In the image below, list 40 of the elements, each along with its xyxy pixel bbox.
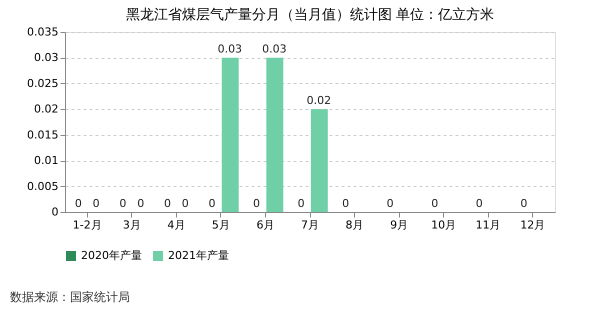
data-label: 0 xyxy=(208,197,216,210)
data-label: 0 xyxy=(298,197,305,210)
y-tick-label: 0.03 xyxy=(34,51,58,64)
data-label: 0 xyxy=(164,197,171,210)
data-label: 0.03 xyxy=(218,42,242,56)
data-label: 0 xyxy=(342,197,350,210)
x-tick-label: 1-2月 xyxy=(72,218,102,232)
y-tick-label: 0.01 xyxy=(34,154,58,168)
x-tick-label: 7月 xyxy=(301,218,319,232)
data-label: 0 xyxy=(386,197,394,210)
y-tick-label: 0.035 xyxy=(27,26,58,38)
y-tick-label: 0.005 xyxy=(27,180,58,193)
x-tick-label: 4月 xyxy=(167,218,186,232)
y-tick-label: 0.015 xyxy=(27,128,58,142)
data-label: 0.02 xyxy=(306,94,332,108)
data-label: 0 xyxy=(119,197,126,210)
x-tick-label: 5月 xyxy=(212,218,230,232)
data-label: 0 xyxy=(74,197,82,210)
data-label: 0 xyxy=(182,197,189,210)
y-tick-label: 0.02 xyxy=(34,102,58,116)
x-tick-label: 8月 xyxy=(346,218,364,232)
data-label: 0 xyxy=(476,197,483,210)
source-note: 数据来源：国家统计局 xyxy=(10,290,130,304)
x-tick-label: 12月 xyxy=(520,218,546,232)
chart-title: 黑龙江省煤层气产量分月（当月值）统计图 单位：亿立方米 xyxy=(126,7,494,23)
legend-label: 2021年产量 xyxy=(168,249,229,262)
legend-label: 2020年产量 xyxy=(81,249,142,262)
x-tick-label: 3月 xyxy=(122,218,141,232)
data-label: 0 xyxy=(520,197,528,210)
y-tick-label: 0 xyxy=(52,206,58,218)
data-label: 0.03 xyxy=(262,42,287,56)
x-tick-label: 10月 xyxy=(431,218,456,232)
data-label: 0 xyxy=(92,197,100,210)
x-tick-label: 11月 xyxy=(476,218,501,232)
y-tick-label: 0.025 xyxy=(27,76,58,90)
x-tick-label: 9月 xyxy=(390,218,408,232)
data-label: 0 xyxy=(253,197,260,210)
x-tick-label: 6月 xyxy=(256,218,274,232)
data-label: 0 xyxy=(137,197,144,210)
data-label: 0 xyxy=(431,197,438,210)
